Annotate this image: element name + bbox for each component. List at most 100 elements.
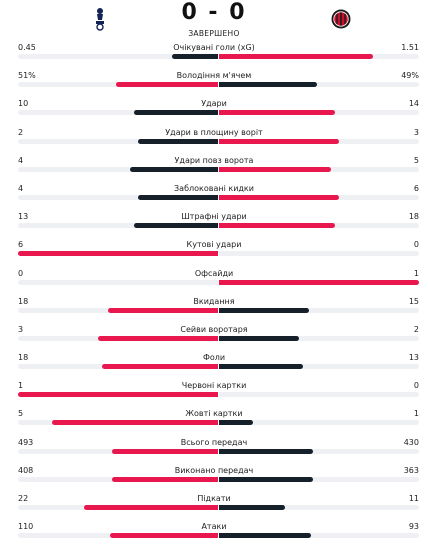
stat-label: Сейви воротаря	[180, 324, 248, 334]
away-bar	[219, 448, 313, 454]
home-bar	[134, 223, 218, 229]
away-value: 0	[413, 240, 419, 250]
home-value: 110	[18, 522, 34, 532]
stat-label: Кутові удари	[186, 240, 242, 250]
away-bar-track	[219, 166, 419, 172]
away-bar-track	[219, 138, 419, 144]
home-value: 1	[18, 381, 24, 391]
stat-row: 4 Заблоковані кидки 6	[0, 179, 428, 207]
stat-label: Всього передач	[180, 437, 248, 447]
stat-row: 4 Удари повз ворота 5	[0, 151, 428, 179]
stat-label: Удари	[201, 99, 227, 109]
milan-crest-icon[interactable]	[330, 6, 352, 32]
away-bar-track	[219, 448, 419, 454]
away-value: 1	[413, 268, 419, 278]
away-value: 430	[403, 437, 419, 447]
away-bar	[219, 364, 303, 370]
away-bar-track	[219, 307, 419, 313]
home-bar-track	[18, 82, 218, 88]
home-value: 13	[18, 212, 29, 222]
home-value: 0	[18, 268, 24, 278]
stat-label: Підкати	[197, 494, 231, 503]
home-bar-track	[18, 194, 218, 200]
home-bar	[18, 251, 218, 257]
home-bar-track	[18, 110, 218, 116]
stat-label: Червоні картки	[181, 381, 247, 391]
home-bar-track	[18, 54, 218, 59]
stat-row: 51% Володіння м'ячем 49%	[0, 66, 428, 94]
stat-row: 18 Фоли 13	[0, 348, 428, 376]
home-value: 18	[18, 353, 29, 363]
stat-label: Заблоковані кидки	[174, 183, 254, 193]
stat-label: Очікувані голи (xG)	[173, 43, 255, 52]
away-bar-track	[219, 335, 419, 341]
home-value: 408	[18, 465, 34, 475]
stat-row: 18 Вкидання 15	[0, 292, 428, 320]
away-bar-track	[219, 420, 419, 426]
match-status: ЗАВЕРШЕНО	[188, 29, 240, 38]
stat-row: 22 Підкати 11	[0, 489, 428, 517]
away-value: 363	[403, 465, 419, 475]
away-bar	[219, 82, 317, 88]
stat-row: 5 Жовті картки 1	[0, 404, 428, 432]
home-bar-track	[18, 138, 218, 144]
away-bar-track	[219, 82, 419, 88]
home-bar-track	[18, 307, 218, 313]
stat-row: 110 Атаки 93	[0, 517, 428, 545]
stat-label: Офсайди	[194, 268, 234, 278]
stat-label: Атаки	[201, 522, 227, 532]
home-value: 2	[18, 127, 24, 137]
away-value: 3	[413, 127, 419, 137]
away-value: 15	[408, 296, 419, 306]
home-bar	[138, 194, 218, 200]
stat-row: 6 Кутові удари 0	[0, 235, 428, 263]
home-bar-track	[18, 533, 218, 539]
away-bar-track	[219, 533, 419, 539]
away-bar	[219, 335, 299, 341]
away-value: 6	[413, 183, 419, 193]
away-bar	[219, 476, 313, 482]
home-bar-track	[18, 166, 218, 172]
away-bar	[219, 533, 311, 539]
away-bar	[219, 110, 335, 116]
stat-label: Жовті картки	[185, 409, 243, 419]
stat-label: Фоли	[202, 353, 226, 363]
away-value: 5	[413, 155, 419, 165]
home-bar	[98, 335, 218, 341]
home-value: 10	[18, 99, 29, 109]
away-value: 1.51	[401, 43, 419, 52]
home-bar-track	[18, 223, 218, 229]
home-value: 5	[18, 409, 24, 419]
home-value: 51%	[18, 71, 36, 81]
home-bar	[108, 307, 218, 313]
away-bar-track	[219, 110, 419, 116]
home-bar-track	[18, 505, 218, 510]
home-bar-track	[18, 364, 218, 370]
home-bar-track	[18, 420, 218, 426]
home-bar	[134, 110, 218, 116]
away-bar-track	[219, 505, 419, 510]
away-bar	[219, 223, 335, 229]
away-value: 13	[408, 353, 419, 363]
home-bar-track	[18, 476, 218, 482]
home-bar-track	[18, 392, 218, 398]
home-bar	[112, 476, 218, 482]
stats-list: 0.45 Очікувані голи (xG) 1.51 51% Володіння …	[0, 38, 428, 545]
away-value: 18	[408, 212, 419, 222]
tottenham-crest-icon[interactable]	[89, 6, 111, 32]
away-value: 11	[408, 494, 419, 503]
away-value: 1	[413, 409, 419, 419]
home-bar	[102, 364, 218, 370]
away-bar	[219, 505, 285, 510]
stat-label: Удари повз ворота	[174, 155, 254, 165]
away-bar-track	[219, 251, 419, 257]
home-bar	[110, 533, 218, 539]
away-bar-track	[219, 223, 419, 229]
stat-row: 0 Офсайди 1	[0, 264, 428, 292]
home-bar-track	[18, 335, 218, 341]
stat-label: Володіння м'ячем	[176, 71, 252, 81]
away-bar	[219, 54, 373, 59]
home-value: 3	[18, 324, 24, 334]
home-value: 0.45	[18, 43, 36, 52]
away-value: 0	[413, 381, 419, 391]
